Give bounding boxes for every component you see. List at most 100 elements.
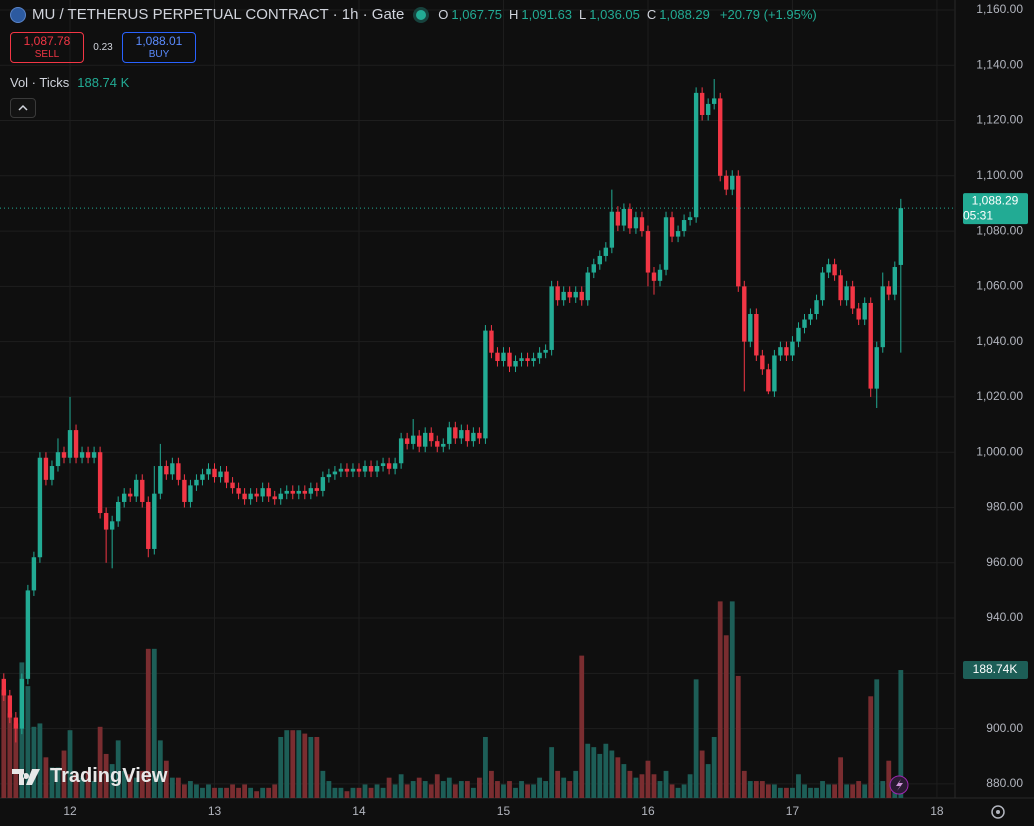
x-tick-label: 18 (930, 804, 944, 818)
candle-body (639, 217, 645, 232)
candle-body (796, 327, 801, 342)
candle-body (669, 217, 675, 237)
candle-body (67, 430, 73, 458)
candle-body (778, 347, 783, 356)
candle-body (146, 501, 151, 549)
volume-bar (85, 770, 91, 798)
candle-body (730, 175, 735, 190)
volume-bar (820, 781, 825, 798)
volume-bar (320, 770, 326, 798)
candle-body (128, 493, 133, 497)
volume-bar (109, 764, 115, 798)
candle-body (435, 441, 440, 447)
candle-body (350, 468, 356, 472)
volume-bar (633, 777, 639, 798)
ohlc-key: H (509, 7, 519, 22)
volume-bar (97, 726, 103, 798)
volume-bar (639, 774, 645, 798)
candle-body (892, 267, 897, 295)
volume-bar (663, 770, 669, 798)
candle-body (85, 452, 91, 458)
buy-price: 1,088.01 (135, 33, 183, 48)
volume-bar (476, 777, 482, 798)
volume-title[interactable]: Vol · Ticks (10, 75, 70, 90)
candle-body (790, 341, 795, 356)
volume-bar (669, 784, 675, 798)
volume-bar (844, 784, 850, 798)
volume-bar (723, 635, 729, 798)
candle-body (453, 427, 458, 439)
candle-body (555, 286, 560, 301)
volume-bar (31, 726, 37, 798)
candle-body (705, 103, 711, 115)
candle-body (308, 488, 314, 494)
volume-bar (567, 781, 573, 798)
candle-body (404, 438, 410, 444)
collapse-button[interactable] (10, 98, 36, 118)
volume-bar (416, 777, 422, 798)
volume-bar (687, 774, 693, 798)
candle-body (501, 352, 506, 361)
symbol-icon (10, 6, 26, 23)
candle-body (441, 443, 446, 447)
volume-tag (963, 661, 1028, 680)
candle-body (531, 358, 536, 361)
candle-body (802, 319, 807, 328)
candle-body (368, 466, 374, 472)
volume-bar (1, 689, 7, 798)
candle-body (398, 438, 404, 464)
spread: 0.23 (93, 42, 113, 53)
volume-bar (759, 781, 765, 798)
volume-bar (422, 781, 428, 798)
symbol-title[interactable]: MU / TETHERUS PERPETUAL CONTRACT · 1h · … (32, 6, 405, 23)
volume-bar (272, 784, 278, 798)
sell-button[interactable]: 1,087.78 SELL (10, 32, 84, 63)
candle-body (386, 463, 392, 469)
volume-bar (808, 787, 813, 798)
candle-body (230, 482, 235, 489)
candle-body (332, 471, 338, 475)
volume-bar (356, 787, 362, 798)
candle-body (176, 463, 181, 480)
y-tick-label: 1,080.00 (976, 223, 1023, 237)
candle-body (392, 463, 398, 469)
y-tick-label: 1,100.00 (976, 168, 1023, 182)
volume-bar (778, 787, 783, 798)
candle-body (645, 231, 651, 273)
volume-bar (224, 787, 229, 798)
y-tick-label: 1,140.00 (976, 57, 1023, 71)
candle-body (266, 488, 271, 497)
buy-button[interactable]: 1,088.01 BUY (122, 32, 196, 63)
candle-body (874, 347, 879, 389)
volume-bar (735, 675, 741, 798)
candle-body (212, 468, 217, 478)
volume-bar (428, 784, 434, 798)
volume-bar (741, 770, 747, 798)
candle-body (567, 291, 572, 298)
candle-body (97, 452, 103, 514)
volume-bar (151, 648, 157, 798)
volume-bar (501, 784, 506, 798)
volume-bar (344, 791, 350, 798)
volume-bar (784, 787, 789, 798)
candle-body (561, 291, 566, 301)
candle-body (25, 590, 31, 679)
candle-body (718, 98, 723, 176)
candle-body (603, 247, 609, 256)
candle-body (880, 286, 885, 348)
volume-bar (898, 670, 904, 798)
volume-bar (386, 777, 392, 798)
candle-body (115, 501, 121, 522)
candle-body (681, 220, 687, 232)
alert-bolt (896, 779, 903, 791)
volume-bar (549, 747, 555, 798)
volume-bar (362, 784, 368, 798)
volume-bar (302, 733, 308, 798)
ohlc-value: 1,088.29 (659, 7, 710, 22)
y-tick-label: 900.00 (986, 721, 1023, 735)
collapse-icon (18, 104, 28, 111)
candle-body (31, 557, 37, 591)
candle-body (326, 474, 332, 478)
volume-bar (705, 764, 711, 798)
candle-body (766, 369, 771, 392)
